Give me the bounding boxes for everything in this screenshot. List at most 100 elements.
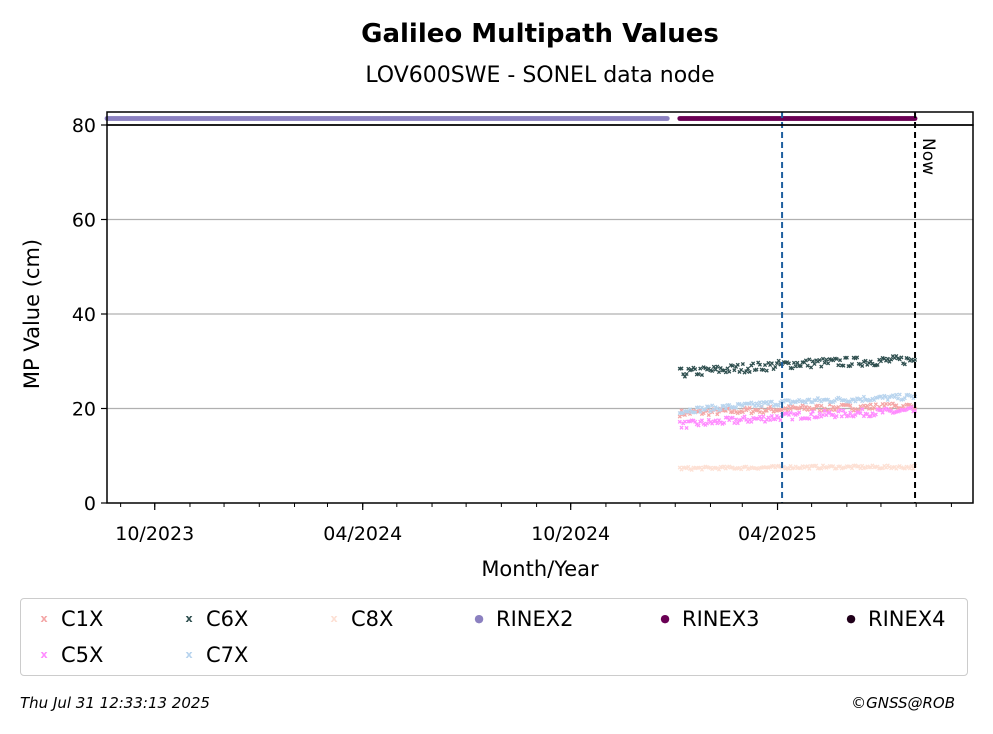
data-point [764, 368, 769, 373]
axes: 0 20 40 60 80 10/2023 04/2024 10/2024 04/2025 [72, 115, 952, 545]
data-point [853, 399, 858, 404]
data-point [817, 411, 822, 416]
chart-title: Galileo Multipath Values [361, 19, 719, 49]
x-marker-icon: x [40, 612, 48, 625]
legend-label: C7X [206, 643, 249, 667]
data-point [803, 400, 808, 405]
data-point [742, 414, 747, 419]
data-point [716, 370, 722, 375]
y-tick-label: 80 [72, 115, 96, 137]
data-point [727, 403, 732, 408]
data-point [807, 466, 812, 471]
rinex-point [664, 116, 670, 121]
data-point [773, 364, 778, 370]
data-point [793, 364, 798, 369]
data-point [696, 423, 701, 428]
data-point [722, 403, 727, 408]
data-point [716, 467, 722, 472]
x-marker-icon: x [185, 612, 193, 625]
rinex-point [912, 116, 918, 121]
data-point [865, 403, 870, 408]
data-point [733, 417, 739, 422]
data-point [899, 355, 904, 360]
y-tick-label: 0 [84, 493, 96, 515]
y-tick-label: 60 [72, 210, 96, 232]
data-point [769, 399, 774, 404]
data-point [808, 412, 814, 417]
data-point [696, 371, 701, 377]
data-point [839, 414, 844, 419]
data-point [863, 358, 868, 363]
data-point [730, 363, 735, 368]
data-point [733, 405, 739, 410]
data-point [860, 363, 865, 369]
data-point [776, 358, 781, 363]
data-point [848, 410, 853, 415]
data-point [860, 399, 865, 404]
data-point [745, 366, 751, 371]
data-point [853, 412, 858, 418]
data-point [894, 392, 899, 397]
data-point [848, 403, 853, 408]
data-point [757, 414, 762, 419]
data-point [883, 394, 889, 399]
generated-timestamp: Thu Jul 31 12:33:13 2025 [20, 694, 210, 712]
data-point [732, 368, 737, 373]
data-point [718, 407, 723, 412]
data-point [735, 362, 740, 367]
data-point [739, 367, 744, 373]
data-point [790, 366, 795, 371]
data-point [693, 367, 698, 372]
data-point [909, 405, 914, 410]
data-point [686, 409, 691, 414]
data-point [837, 358, 843, 363]
legend-label: C5X [61, 643, 104, 667]
data-point [866, 406, 872, 411]
data-point [759, 405, 764, 410]
data-point [817, 357, 822, 363]
data-point [687, 407, 693, 412]
x-marker-icon: x [330, 612, 338, 625]
data-point [810, 409, 815, 414]
data-point [861, 414, 866, 419]
data-point [855, 355, 860, 360]
data-point [778, 418, 783, 423]
data-points [677, 354, 918, 472]
data-point [797, 410, 802, 415]
data-point [873, 402, 878, 407]
x-tick-label: 10/2023 [115, 523, 194, 545]
data-point [706, 404, 711, 409]
data-point [699, 372, 705, 378]
x-marker-icon: x [40, 648, 48, 661]
data-point [826, 361, 831, 366]
data-point [708, 409, 713, 414]
data-point [759, 404, 764, 409]
data-point [776, 403, 781, 408]
data-point [815, 414, 820, 420]
data-point [732, 420, 737, 425]
x-axis-label: Month/Year [481, 557, 599, 581]
data-point [875, 362, 880, 367]
data-point [841, 408, 846, 413]
data-point [815, 403, 820, 408]
data-point [723, 406, 728, 411]
data-point [831, 404, 836, 409]
x-marker-icon: x [185, 648, 193, 661]
data-point [759, 417, 764, 422]
data-point [890, 401, 895, 406]
legend: x C1X x C6X x C8X ● RINEX2 ● RINEX3 ● RI… [20, 598, 968, 676]
legend-label: C8X [351, 607, 394, 631]
data-point [912, 357, 918, 362]
data-point [727, 369, 732, 374]
data-point [868, 402, 873, 407]
data-point [761, 414, 766, 419]
data-point [895, 396, 901, 401]
data-point [679, 366, 684, 371]
data-point [860, 407, 865, 412]
data-point [740, 361, 745, 367]
data-point [730, 410, 735, 415]
y-tick-label: 40 [72, 304, 96, 326]
data-point [757, 400, 762, 405]
data-point [699, 418, 705, 423]
data-point [747, 369, 752, 375]
